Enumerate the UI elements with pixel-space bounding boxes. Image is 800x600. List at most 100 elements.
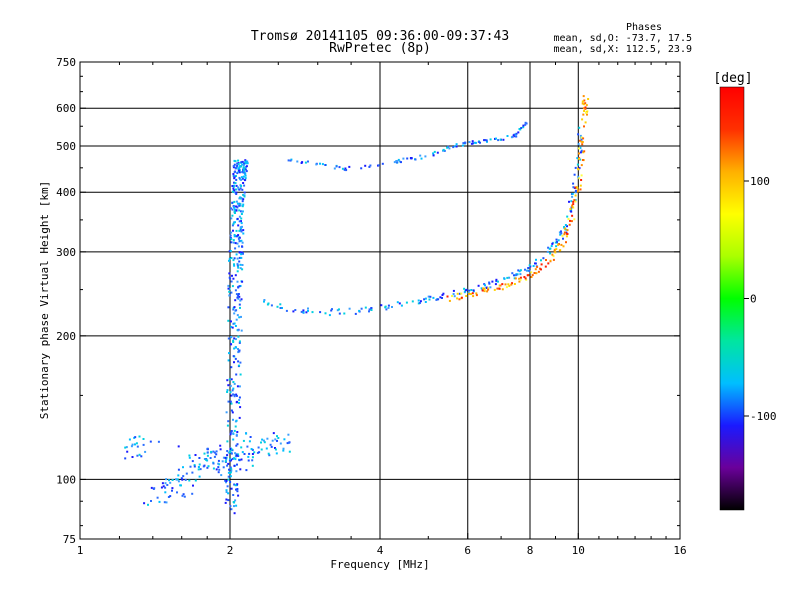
data-point — [452, 293, 455, 295]
data-point — [240, 161, 243, 164]
data-point — [501, 288, 504, 291]
data-point — [217, 462, 220, 465]
data-point — [231, 208, 234, 211]
data-point — [524, 277, 527, 280]
data-point — [217, 459, 220, 462]
data-point — [279, 442, 282, 445]
data-point — [185, 472, 188, 475]
data-point — [580, 174, 583, 177]
data-point — [234, 425, 237, 428]
data-point — [198, 457, 201, 459]
data-point — [368, 308, 371, 311]
data-point — [238, 316, 241, 319]
data-point — [240, 165, 242, 168]
data-point — [571, 214, 574, 217]
data-point — [241, 171, 243, 174]
data-point — [551, 253, 554, 256]
data-point — [241, 163, 244, 166]
data-point — [230, 343, 232, 346]
data-point — [221, 460, 224, 463]
data-point — [471, 140, 474, 143]
data-point — [233, 200, 236, 203]
data-point — [236, 483, 239, 486]
data-point — [235, 453, 238, 456]
data-point — [232, 308, 235, 311]
data-point — [485, 287, 488, 289]
data-point — [240, 196, 243, 199]
data-point — [234, 452, 237, 455]
data-point — [233, 505, 235, 508]
data-point — [578, 147, 580, 150]
data-point — [370, 307, 373, 309]
data-point — [561, 234, 564, 237]
data-point — [237, 245, 240, 248]
data-point — [238, 165, 241, 168]
data-point — [231, 201, 234, 204]
data-point — [578, 167, 581, 170]
data-point — [585, 104, 588, 107]
data-point — [236, 296, 239, 299]
data-point — [169, 481, 172, 484]
data-point — [140, 455, 143, 458]
data-point — [489, 286, 492, 289]
data-point — [232, 259, 235, 262]
data-point — [239, 361, 242, 364]
data-point — [157, 440, 160, 443]
data-point — [305, 311, 308, 314]
data-point — [163, 501, 166, 504]
data-point — [230, 291, 233, 294]
data-point — [242, 182, 245, 184]
data-point — [242, 439, 245, 442]
data-point — [240, 446, 243, 449]
data-point — [287, 433, 290, 436]
data-point — [150, 486, 153, 489]
data-point — [464, 141, 467, 144]
data-point — [234, 212, 236, 214]
data-point — [236, 264, 239, 267]
data-point — [203, 458, 206, 460]
data-point — [235, 394, 238, 397]
data-point — [212, 450, 215, 453]
data-point — [182, 466, 184, 469]
data-point — [237, 224, 240, 227]
data-point — [230, 430, 233, 432]
data-point — [580, 140, 583, 143]
data-point — [177, 468, 180, 471]
data-point — [235, 188, 237, 191]
data-point — [128, 438, 131, 441]
data-point — [241, 241, 244, 244]
data-point — [536, 265, 539, 268]
data-point — [555, 238, 558, 241]
data-point — [219, 448, 222, 451]
data-point — [240, 213, 243, 215]
data-point — [184, 478, 187, 481]
data-point — [442, 148, 445, 151]
data-point — [515, 273, 518, 276]
data-point — [574, 200, 577, 203]
data-point — [242, 232, 245, 235]
data-point — [534, 268, 537, 271]
data-point — [494, 283, 497, 286]
data-point — [234, 299, 237, 302]
data-point — [215, 453, 218, 456]
data-point — [237, 297, 240, 300]
data-point — [233, 501, 236, 504]
data-point — [210, 450, 213, 453]
data-point — [248, 452, 251, 455]
data-point — [465, 295, 468, 297]
data-point — [235, 393, 238, 396]
data-point — [484, 139, 487, 142]
data-point — [232, 165, 235, 168]
data-point — [344, 169, 347, 172]
data-point — [232, 438, 235, 441]
data-point — [147, 503, 149, 506]
data-point — [247, 455, 250, 458]
data-point — [231, 190, 234, 193]
data-point — [506, 135, 509, 137]
data-point — [199, 468, 202, 471]
data-point — [164, 486, 167, 489]
data-point — [229, 384, 232, 387]
data-point — [569, 219, 571, 222]
data-point — [236, 463, 238, 466]
data-point — [570, 200, 573, 203]
